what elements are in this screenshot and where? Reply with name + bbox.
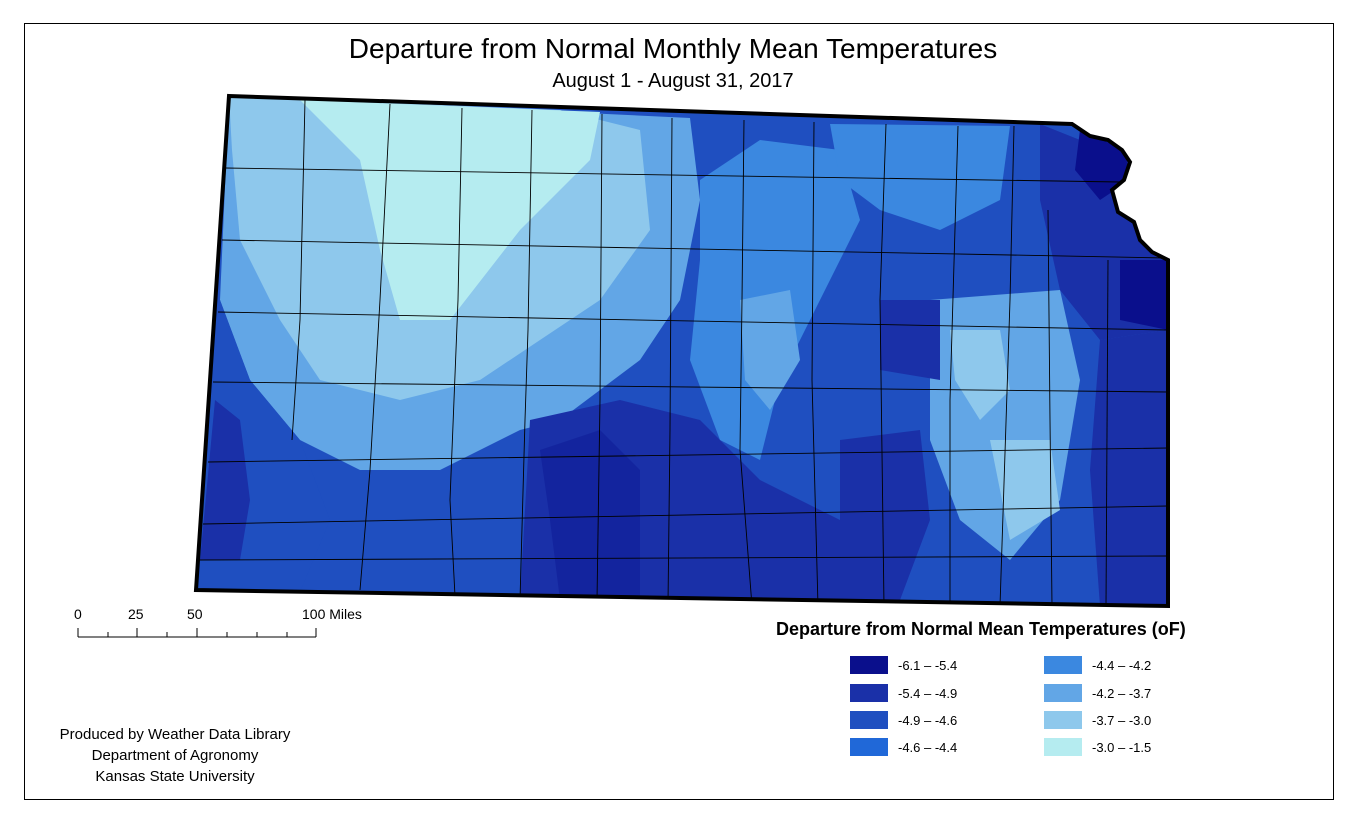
temperature-zones: [196, 96, 1168, 606]
credit-line: Produced by Weather Data Library: [59, 726, 291, 743]
legend-label: -6.1 – -5.4: [898, 658, 958, 673]
legend-title: Departure from Normal Mean Temperatures …: [776, 619, 1186, 639]
legend-label: -3.7 – -3.0: [1092, 713, 1152, 728]
legend-label: -4.9 – -4.6: [898, 713, 958, 728]
county-boundaries: [197, 99, 1168, 606]
scale-bar: [77, 628, 317, 638]
map-frame: [24, 23, 1334, 800]
legend-swatch: [850, 684, 888, 702]
map-title: Departure from Normal Monthly Mean Tempe…: [348, 33, 998, 64]
scale-tick-label: 0: [74, 606, 82, 622]
legend-label: -3.0 – -1.5: [1092, 740, 1152, 755]
kansas-outline: [193, 93, 1170, 609]
legend-label: -4.2 – -3.7: [1092, 686, 1152, 701]
legend-swatch: [1044, 684, 1082, 702]
map-subtitle: August 1 - August 31, 2017: [552, 70, 794, 92]
legend-swatch: [1044, 656, 1082, 674]
legend-swatch: [850, 656, 888, 674]
credit-line: Department of Agronomy: [91, 747, 259, 764]
scale-tick-label: 50: [187, 606, 203, 622]
legend-label: -4.6 – -4.4: [898, 740, 958, 755]
legend-label: -5.4 – -4.9: [898, 686, 958, 701]
scale-tick-label: 100 Miles: [302, 606, 362, 622]
legend-swatch: [850, 738, 888, 756]
scale-tick-label: 25: [128, 606, 144, 622]
legend-swatch: [1044, 711, 1082, 729]
legend-swatch: [1044, 738, 1082, 756]
legend-swatch: [850, 711, 888, 729]
legend-label: -4.4 – -4.2: [1092, 658, 1152, 673]
credit-line: Kansas State University: [95, 768, 255, 785]
